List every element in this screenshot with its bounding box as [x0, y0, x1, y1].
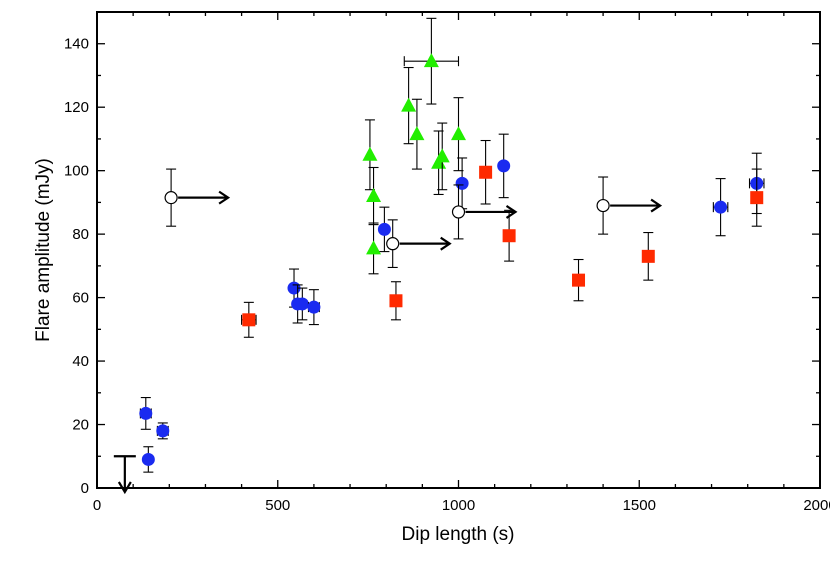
data-point: [164, 191, 178, 205]
data-marks: [113, 17, 765, 495]
data-point: [156, 424, 170, 438]
data-point: [362, 146, 378, 161]
y-tick-label: 0: [81, 480, 89, 497]
data-point: [242, 313, 256, 327]
data-point: [750, 191, 764, 205]
x-axis-title: Dip length (s): [402, 524, 515, 545]
data-point: [409, 126, 425, 141]
data-point: [451, 205, 466, 219]
data-point: [455, 176, 469, 190]
series-upper-limit-arrow: [113, 455, 136, 495]
series-triangle: [362, 17, 466, 275]
data-point: [714, 200, 728, 214]
y-tick-label: 140: [64, 36, 89, 53]
data-point: [307, 300, 321, 314]
x-tick-label: 0: [93, 497, 101, 514]
data-point: [141, 452, 155, 466]
x-tick-label: 500: [265, 497, 290, 514]
upper-limit-arrowhead: [117, 481, 132, 495]
data-point: [497, 159, 511, 173]
data-point: [596, 198, 610, 213]
y-tick-label: 120: [64, 99, 89, 116]
data-point: [423, 53, 439, 68]
y-tick-label: 60: [72, 290, 89, 307]
y-tick-label: 80: [72, 226, 89, 243]
data-point: [641, 249, 655, 263]
data-point: [572, 273, 586, 287]
x-tick-label: 1000: [442, 497, 475, 514]
lower-limit-arrowhead: [440, 236, 452, 251]
lower-limit-arrowhead: [650, 198, 663, 213]
y-tick-label: 40: [72, 353, 89, 370]
data-point: [366, 240, 382, 255]
plot-frame: [96, 11, 821, 489]
data-point: [479, 165, 493, 179]
lower-limit-arrowhead: [505, 205, 518, 219]
series-square: [241, 139, 764, 338]
data-point: [366, 188, 382, 203]
data-point: [451, 126, 466, 141]
series-open-circle-lower-limit: [164, 168, 663, 269]
data-point: [139, 406, 153, 420]
y-tick-label: 100: [64, 163, 89, 180]
x-tick-label: 1500: [623, 497, 656, 514]
data-point: [389, 294, 403, 308]
y-tick-label: 20: [72, 417, 89, 434]
lower-limit-arrowhead: [218, 190, 231, 205]
data-point: [434, 148, 450, 163]
data-point: [386, 237, 400, 251]
series-circle: [139, 133, 765, 473]
y-axis-title: Flare amplitude (mJy): [33, 158, 54, 342]
data-point: [377, 222, 391, 236]
data-point: [502, 229, 516, 243]
data-point: [295, 297, 309, 311]
data-point: [401, 97, 417, 112]
